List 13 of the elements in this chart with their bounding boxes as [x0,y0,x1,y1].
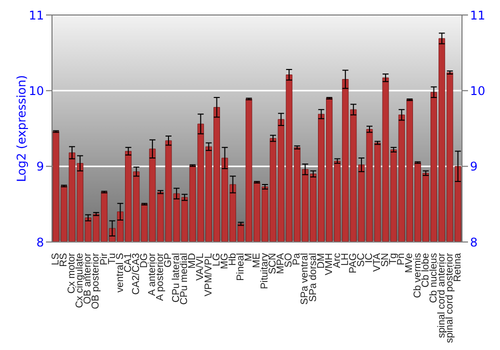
x-tick-label: Tg [388,253,400,265]
y-tick-label: 9 [36,160,44,174]
y-tick-label: 10 [28,84,44,98]
x-tick-label: A posterior [155,252,166,301]
y-tick-label: 11 [28,8,44,22]
y-tick-label: 8 [36,235,44,250]
y2-tick-label: 9 [470,160,478,174]
y2-tick-label: 8 [470,235,478,250]
y2-tick-label: 10 [470,84,486,98]
y2-tick-label: 11 [470,8,486,22]
y-axis-title: Log2 (expression) [14,75,28,182]
x-tick-label: Pituitary [260,253,271,290]
x-tick-label: ME [252,252,262,268]
